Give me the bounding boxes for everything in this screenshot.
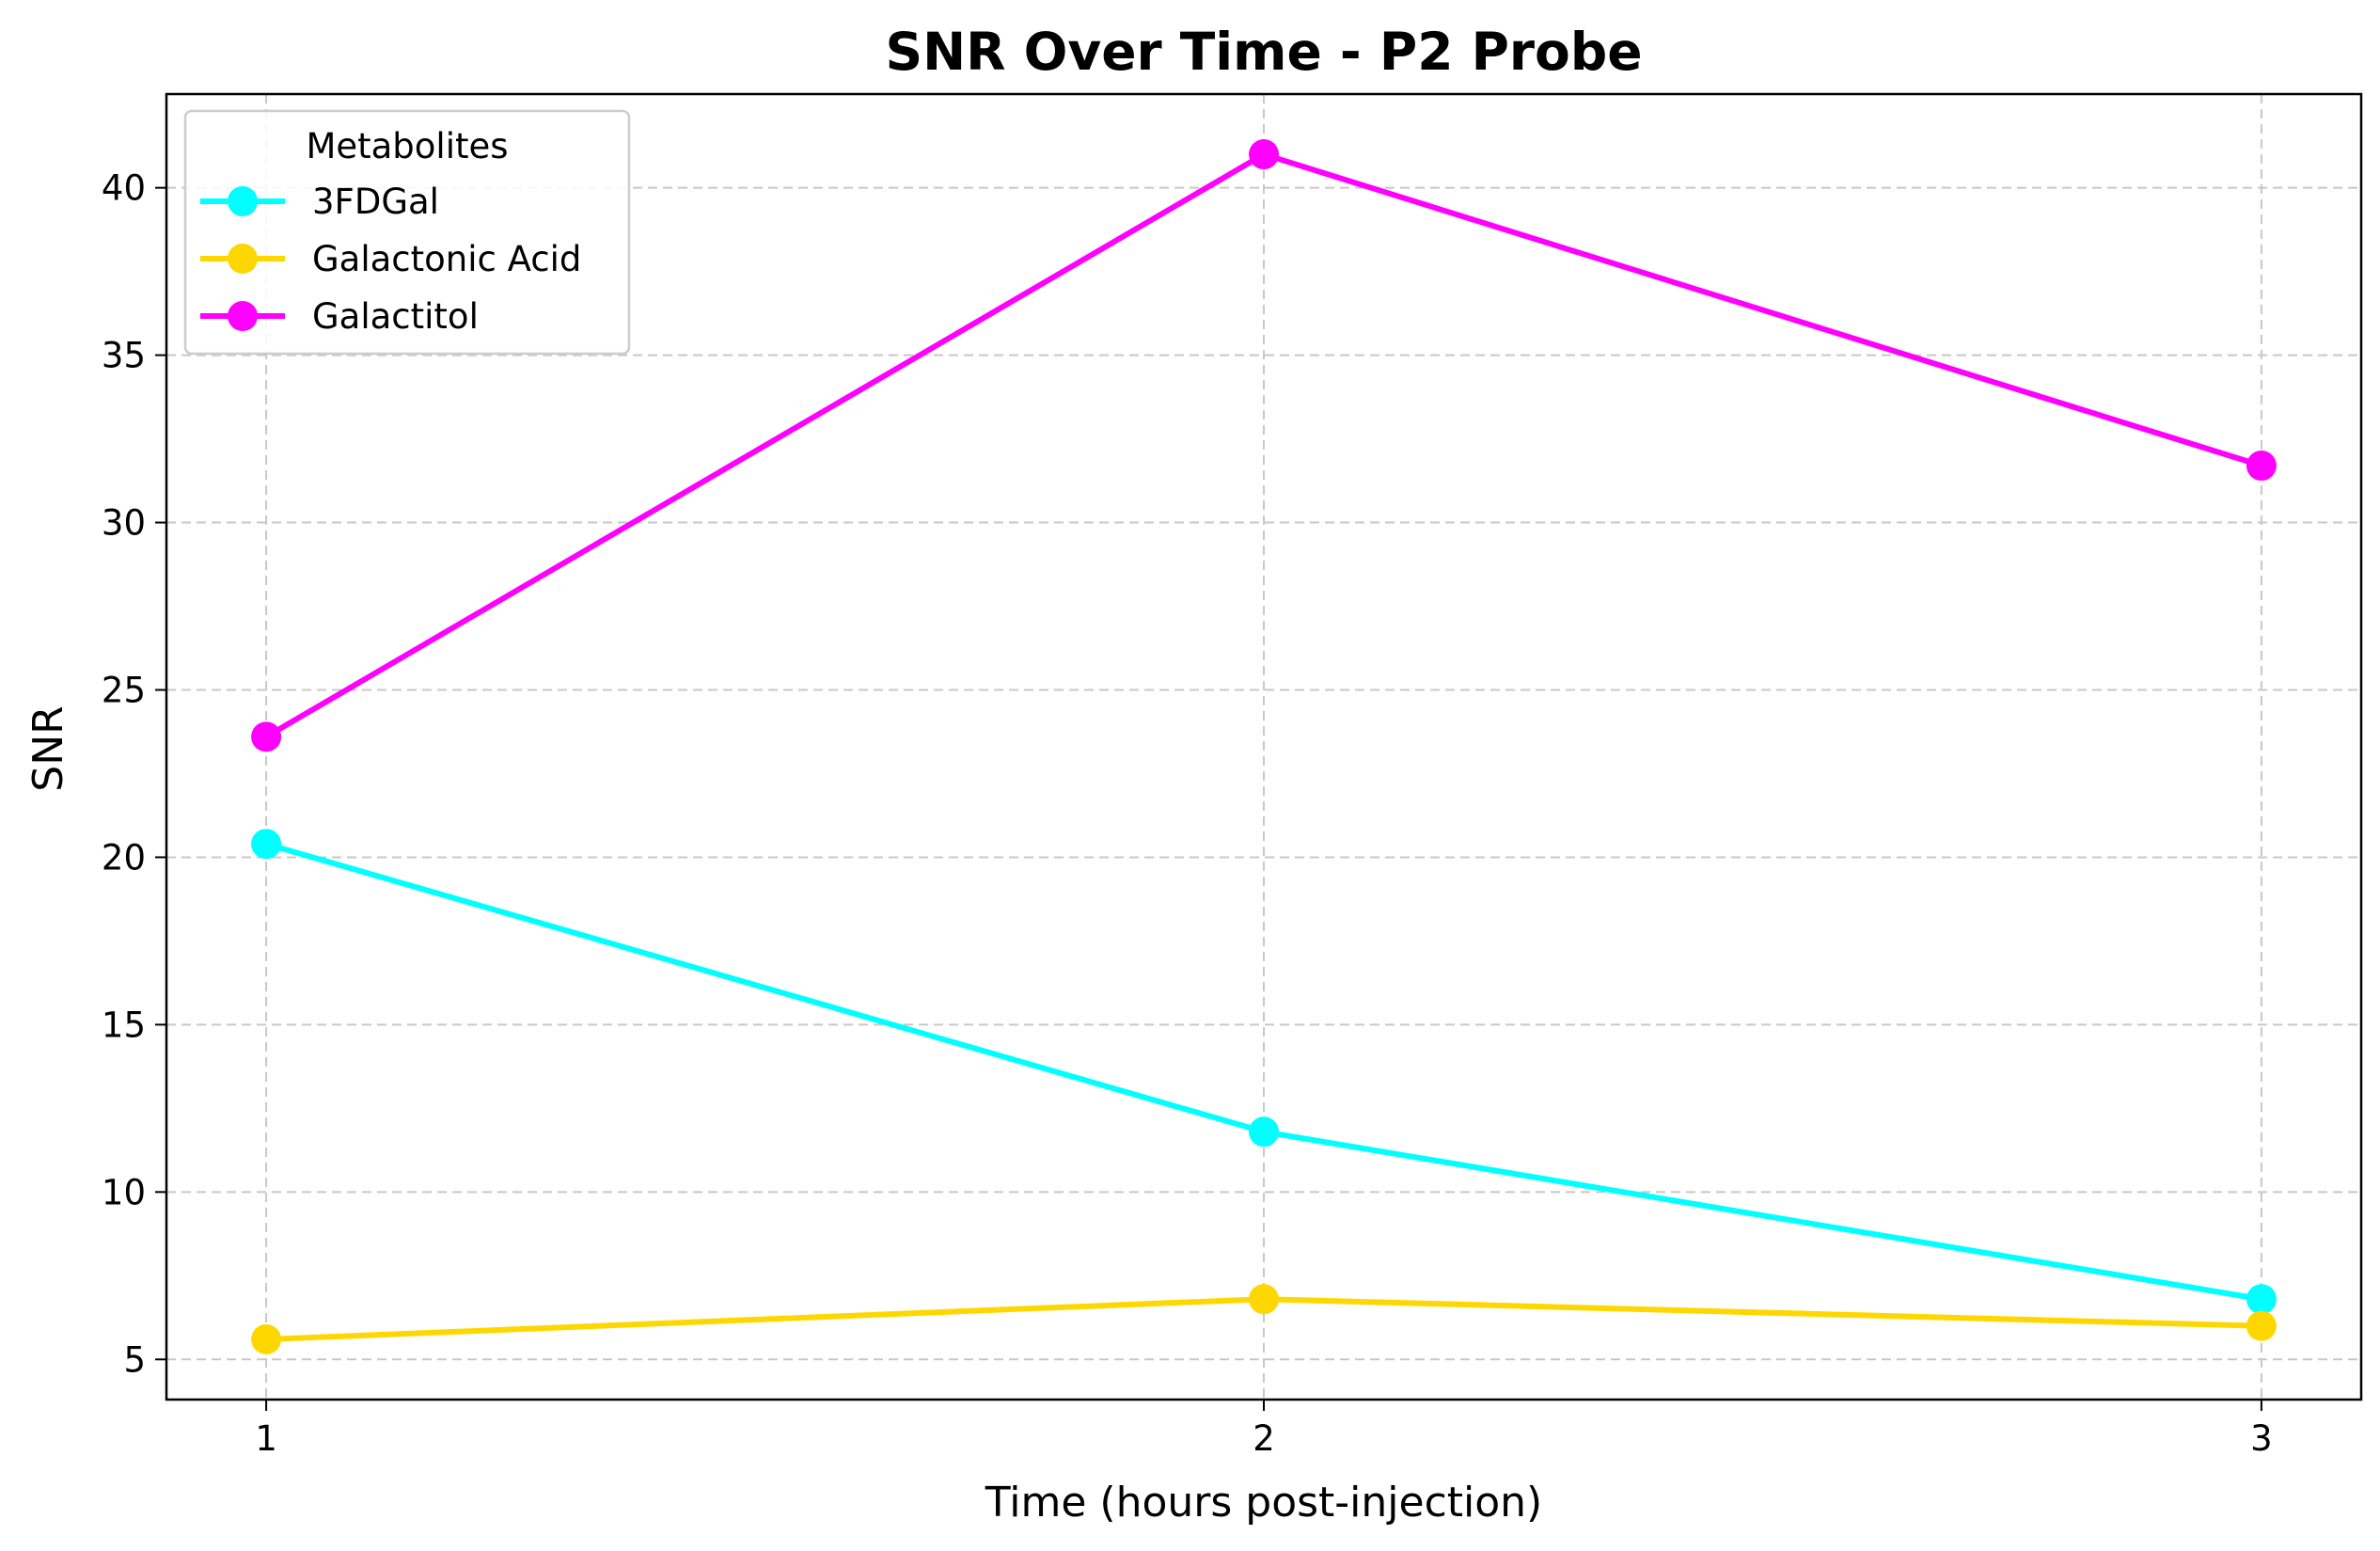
- legend-entry: 3FDGal: [200, 182, 439, 222]
- legend-entry: Galactonic Acid: [200, 239, 581, 279]
- data-point: [1249, 139, 1279, 170]
- x-tick-label: 2: [1253, 1418, 1275, 1459]
- legend-frame: [183, 109, 631, 356]
- y-tick-label: 35: [102, 336, 146, 376]
- data-point: [251, 1323, 282, 1354]
- y-tick-label: 30: [102, 503, 146, 544]
- y-tick-label: 5: [123, 1339, 146, 1380]
- legend-label: Galactitol: [312, 296, 479, 337]
- legend-swatch-marker: [228, 186, 258, 216]
- legend-title: Metabolites: [306, 126, 508, 166]
- grid: [166, 94, 2361, 1400]
- legend: Metabolites 3FDGal Galactonic Acid Galacti…: [183, 109, 631, 356]
- y-tick-label: 10: [102, 1172, 146, 1212]
- series-3fdgal: [251, 829, 2277, 1315]
- x-tick-label: 1: [255, 1418, 277, 1459]
- x-axis-label: Time (hours post-injection): [985, 1479, 1542, 1527]
- y-axis-label: SNR: [24, 705, 72, 791]
- series-galactonic-acid: [251, 1284, 2277, 1354]
- legend-label: 3FDGal: [312, 182, 439, 222]
- data-point: [251, 721, 282, 752]
- legend-label: Galactonic Acid: [312, 239, 581, 279]
- chart-title: SNR Over Time - P2 Probe: [885, 22, 1642, 82]
- y-tick-label: 20: [102, 837, 146, 878]
- data-point: [2246, 1310, 2277, 1341]
- x-tick-label: 3: [2250, 1418, 2273, 1459]
- data-point: [2246, 1284, 2277, 1315]
- y-tick-label: 25: [102, 670, 146, 710]
- series-layer: [251, 139, 2277, 1354]
- data-point: [251, 829, 282, 860]
- y-tick-label: 15: [102, 1005, 146, 1045]
- legend-entry: Galactitol: [200, 296, 479, 337]
- data-point: [1249, 1284, 1279, 1315]
- y-tick-label: 40: [102, 168, 146, 209]
- legend-entries: 3FDGal Galactonic Acid Galactitol: [200, 182, 581, 337]
- legend-swatch-marker: [228, 301, 258, 331]
- series-galactitol: [251, 139, 2277, 752]
- data-point: [2246, 451, 2277, 482]
- legend-swatch-marker: [228, 244, 258, 274]
- data-point: [1249, 1116, 1279, 1147]
